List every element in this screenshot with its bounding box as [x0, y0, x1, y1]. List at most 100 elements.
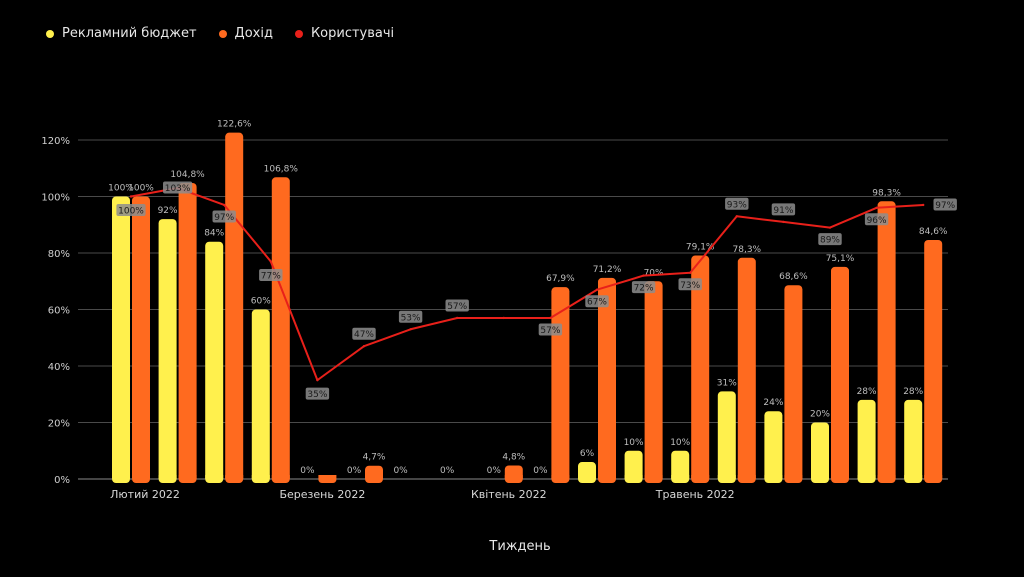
bar-revenue-base — [551, 475, 570, 479]
bar-revenue-base — [598, 475, 616, 479]
legend-label-revenue: Дохід — [234, 26, 273, 41]
users-label: 100% — [118, 207, 144, 217]
bar-revenue — [877, 201, 896, 484]
point-users — [223, 203, 226, 207]
users-label: 47% — [354, 330, 374, 340]
x-month-label: Квітень 2022 — [471, 488, 547, 501]
users-label: 93% — [727, 200, 747, 210]
users-label-pill — [212, 210, 236, 223]
bar-revenue — [178, 182, 197, 483]
bar-revenue-label: 122,6% — [217, 120, 252, 130]
bar-revenue-base — [831, 475, 849, 479]
x-month-label: Березень 2022 — [279, 488, 365, 501]
users-label: 57% — [447, 302, 467, 312]
users-label: 91% — [773, 206, 793, 216]
x-axis-title: Тиждень — [489, 539, 551, 554]
legend-item-users[interactable]: Користувачі — [294, 26, 394, 41]
point-users — [922, 203, 925, 207]
bar-ad-budget — [624, 450, 643, 483]
legend-swatch-ad-budget — [46, 29, 54, 38]
bar-ad-budget-label: 28% — [857, 387, 877, 397]
point-users — [735, 215, 738, 218]
bar-ad-budget-label: 0% — [300, 466, 315, 476]
legend-item-ad-budget[interactable]: Рекламний бюджет — [46, 26, 197, 41]
users-label: 57% — [540, 326, 560, 336]
point-users — [828, 226, 832, 229]
users-label: 97% — [935, 201, 955, 211]
bar-revenue-label: 71,2% — [593, 265, 622, 275]
bar-ad-budget-base — [112, 475, 130, 479]
bar-ad-budget-label: 0% — [347, 466, 362, 476]
point-users — [502, 316, 505, 320]
bar-ad-budget-label: 24% — [763, 398, 783, 408]
y-tick-label: 120% — [41, 136, 70, 147]
bar-ad-budget — [717, 391, 736, 483]
y-tick-label: 80% — [48, 249, 70, 260]
bar-revenue-base — [691, 475, 710, 479]
bar-ad-budget — [811, 422, 829, 483]
bar-ad-budget-label: 28% — [903, 387, 923, 397]
y-tick-label: 0% — [54, 475, 70, 486]
bar-ad-budget-label: 92% — [158, 206, 178, 216]
bar-revenue-label: 84,6% — [919, 227, 948, 237]
users-label: 96% — [867, 216, 887, 226]
bar-revenue-base — [737, 475, 756, 479]
bar-ad-budget — [671, 450, 690, 483]
users-label-pill — [352, 327, 376, 340]
bar-ad-budget-label: 100% — [108, 184, 134, 194]
bar-ad-budget-label: 0% — [393, 466, 408, 476]
bar-revenue-label: 78,3% — [733, 245, 762, 255]
bar-ad-budget — [764, 411, 783, 483]
bar-revenue — [504, 465, 523, 483]
bar-revenue-base — [365, 475, 383, 479]
bar-revenue — [691, 255, 710, 483]
bar-ad-budget-base — [857, 475, 876, 479]
users-label: 35% — [307, 390, 327, 400]
point-users — [782, 220, 785, 224]
bar-revenue — [831, 266, 849, 483]
y-tick-label: 60% — [48, 306, 70, 317]
legend-item-revenue[interactable]: Дохід — [218, 26, 273, 41]
legend-label-ad-budget: Рекламний бюджет — [62, 26, 197, 41]
bar-ad-budget-base — [578, 475, 596, 479]
bar-ad-budget-base — [624, 475, 643, 479]
bar-ad-budget-base — [158, 475, 177, 479]
point-users — [595, 288, 599, 291]
bar-ad-budget-label: 84% — [204, 229, 224, 239]
bar-ad-budget — [578, 462, 596, 483]
point-users — [549, 316, 552, 320]
users-label-pill — [305, 387, 330, 400]
users-label-pill — [116, 204, 146, 216]
users-label-pill — [771, 203, 796, 216]
point-users — [875, 206, 878, 209]
users-label: 67% — [587, 298, 607, 308]
bar-revenue — [271, 177, 290, 484]
bar-ad-budget — [205, 241, 224, 483]
bar-ad-budget-label: 20% — [810, 410, 830, 420]
bar-revenue — [225, 132, 244, 483]
bar-ad-budget-base — [671, 475, 690, 479]
users-label-pill — [538, 323, 563, 336]
users-label-pill — [163, 181, 193, 194]
bar-revenue-base — [225, 475, 244, 479]
bar-revenue-label: 98,3% — [872, 188, 901, 198]
bar-revenue-label: 104,8% — [170, 170, 205, 180]
bar-ad-budget-base — [904, 475, 923, 479]
bar-ad-budget-label: 0% — [533, 466, 548, 476]
chart-legend: Рекламний бюджет Дохід Користувачі — [46, 26, 394, 41]
users-label: 53% — [401, 313, 421, 323]
point-users — [642, 274, 645, 277]
bar-revenue — [737, 257, 756, 483]
bar-ad-budget-label: 0% — [440, 466, 455, 476]
users-label-pill — [725, 197, 749, 210]
users-label-pill — [933, 198, 957, 211]
bar-revenue-base — [132, 475, 150, 479]
bar-ad-budget-label: 10% — [670, 438, 690, 448]
bar-revenue — [644, 281, 663, 483]
users-label: 77% — [261, 271, 281, 281]
point-users — [456, 316, 459, 320]
users-label-pill — [445, 299, 469, 312]
bar-revenue-label: 68,6% — [779, 272, 808, 282]
bar-ad-budget-base — [811, 475, 829, 479]
